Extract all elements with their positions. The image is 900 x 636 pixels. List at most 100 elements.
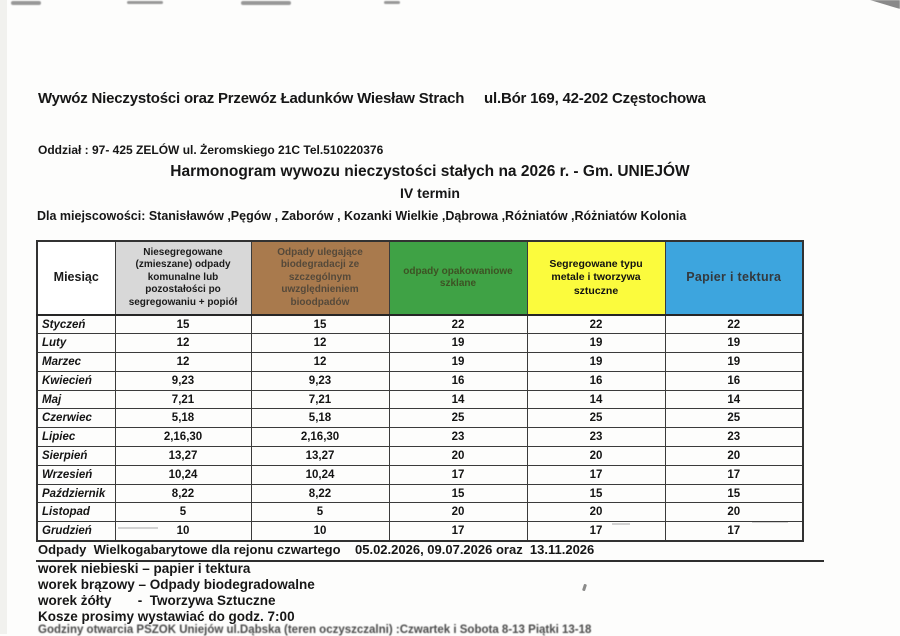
localities-line: Dla miejscowości: Stanisławów ,Pęgów , Z…: [37, 209, 687, 223]
category-header-2: Odpady ulegające biodegradacji ze szczeg…: [250, 240, 390, 316]
date-value-cell: 20: [664, 502, 804, 523]
date-value-cell: 20: [526, 502, 666, 523]
table-row: Czerwiec 5,18 5,18 25 25 25: [36, 408, 804, 429]
date-value-cell: 17: [388, 521, 528, 542]
date-value-cell: 25: [526, 408, 666, 429]
month-cell: Październik: [36, 483, 116, 504]
date-value-cell: 7,21: [250, 389, 390, 410]
date-value-cell: 19: [526, 352, 666, 372]
date-value-cell: 12: [114, 352, 252, 372]
date-value-cell: 14: [526, 389, 666, 410]
scan-smudge: [127, 1, 163, 4]
note-brown-bag: worek brązowy – Odpady biodegradowalne: [38, 576, 315, 592]
date-value-cell: 5: [250, 502, 390, 523]
month-cell: Grudzień: [36, 521, 116, 542]
bulky-waste-line: Odpady Wielkogabarytowe dla rejonu czwar…: [36, 541, 824, 562]
month-cell: Czerwiec: [36, 408, 116, 429]
date-value-cell: 13,27: [250, 446, 390, 466]
date-value-cell: 14: [388, 389, 528, 410]
date-value-cell: 20: [664, 446, 804, 466]
category-header-3: odpady opakowaniowe szklane: [388, 240, 528, 316]
date-value-cell: 16: [664, 370, 804, 391]
date-value-cell: 15: [388, 483, 528, 504]
month-cell: Styczeń: [36, 314, 116, 335]
date-value-cell: 17: [664, 464, 804, 485]
table-row: Sierpień 13,27 13,27 20 20 20: [36, 446, 804, 466]
schedule-table: Miesiąc Niesegregowane (zmieszane) odpad…: [36, 240, 804, 542]
date-value-cell: 15: [526, 483, 666, 504]
note-blue-bag: worek niebieski – papier i tektura: [38, 561, 251, 576]
table-row: Styczeń 15 15 22 22 22: [36, 314, 804, 335]
table-row: Wrzesień 10,24 10,24 17 17 17: [36, 464, 804, 485]
scan-smudge: [384, 1, 400, 4]
date-value-cell: 17: [388, 464, 528, 485]
date-value-cell: 19: [388, 333, 528, 354]
date-value-cell: 19: [526, 333, 666, 354]
date-value-cell: 8,22: [250, 483, 390, 504]
date-value-cell: 9,23: [114, 370, 252, 391]
date-value-cell: 10: [250, 521, 390, 542]
date-value-cell: 2,16,30: [250, 427, 390, 448]
date-value-cell: 7,21: [114, 389, 252, 410]
date-value-cell: 5,18: [114, 408, 252, 429]
document-title: Harmonogram wywozu nieczystości stałych …: [170, 163, 690, 180]
date-value-cell: 20: [388, 502, 528, 523]
month-cell: Maj: [36, 389, 116, 410]
month-cell: Marzec: [36, 352, 116, 372]
table-row: Lipiec 2,16,30 2,16,30 23 23 23: [36, 427, 804, 448]
table-row: Listopad 5 5 20 20 20: [36, 502, 804, 523]
date-value-cell: 23: [664, 427, 804, 448]
table-row: Marzec 12 12 19 19 19: [36, 352, 804, 372]
date-value-cell: 17: [664, 521, 804, 542]
date-value-cell: 17: [526, 464, 666, 485]
scan-tick-artifact: [581, 583, 588, 592]
date-value-cell: 9,23: [250, 370, 390, 391]
category-header-5: Papier i tektura: [664, 240, 804, 316]
date-value-cell: 8,22: [114, 483, 252, 504]
date-value-cell: 22: [526, 314, 666, 335]
footer-notes: worek niebieski – papier i tektura worek…: [38, 561, 315, 625]
month-cell: Kwiecień: [36, 370, 116, 391]
note-yellow-bag: worek żółty - Tworzywa Sztuczne: [38, 592, 276, 608]
date-value-cell: 20: [526, 446, 666, 466]
month-cell: Lipiec: [36, 427, 116, 448]
date-value-cell: 10: [114, 521, 252, 542]
date-value-cell: 12: [250, 333, 390, 354]
month-cell: Sierpień: [36, 446, 116, 466]
company-header-line: Wywóz Nieczystości oraz Przewóz Ładunków…: [38, 90, 706, 107]
date-value-cell: 22: [664, 314, 804, 335]
category-header-4: Segregowane typu metale i tworzywa sztuc…: [526, 240, 666, 316]
month-cell: Luty: [36, 333, 116, 354]
date-value-cell: 17: [526, 521, 666, 542]
table-body: Styczeń 15 15 22 22 22 Luty 12 12 19 19 19 Marzec 12 1…: [36, 314, 804, 542]
date-value-cell: 19: [664, 352, 804, 372]
page-left-edge-shading: [0, 0, 7, 634]
table-row: Grudzień 10 10 17 17 17: [36, 521, 804, 542]
table-head: Miesiąc Niesegregowane (zmieszane) odpad…: [36, 240, 804, 316]
scan-smudge: [241, 1, 291, 5]
date-value-cell: 15: [114, 314, 252, 335]
date-value-cell: 22: [388, 314, 528, 335]
date-value-cell: 12: [250, 352, 390, 372]
month-cell: Listopad: [36, 502, 116, 523]
date-value-cell: 23: [526, 427, 666, 448]
branch-address-line: Oddział : 97- 425 ZELÓW ul. Żeromskiego …: [38, 143, 384, 157]
date-value-cell: 19: [388, 352, 528, 372]
month-cell: Wrzesień: [36, 464, 116, 485]
date-value-cell: 14: [664, 389, 804, 410]
date-value-cell: 12: [114, 333, 252, 354]
date-value-cell: 5,18: [250, 408, 390, 429]
date-value-cell: 10,24: [114, 464, 252, 485]
table-row: Kwiecień 9,23 9,23 16 16 16: [36, 370, 804, 391]
table-row: Maj 7,21 7,21 14 14 14: [36, 389, 804, 410]
scan-smudge: [11, 1, 41, 5]
date-value-cell: 2,16,30: [114, 427, 252, 448]
date-value-cell: 5: [114, 502, 252, 523]
date-value-cell: 16: [388, 370, 528, 391]
date-value-cell: 25: [664, 408, 804, 429]
month-column-header: Miesiąc: [36, 240, 116, 316]
date-value-cell: 10,24: [250, 464, 390, 485]
date-value-cell: 15: [250, 314, 390, 335]
category-header-1: Niesegregowane (zmieszane) odpady komuna…: [114, 240, 252, 316]
